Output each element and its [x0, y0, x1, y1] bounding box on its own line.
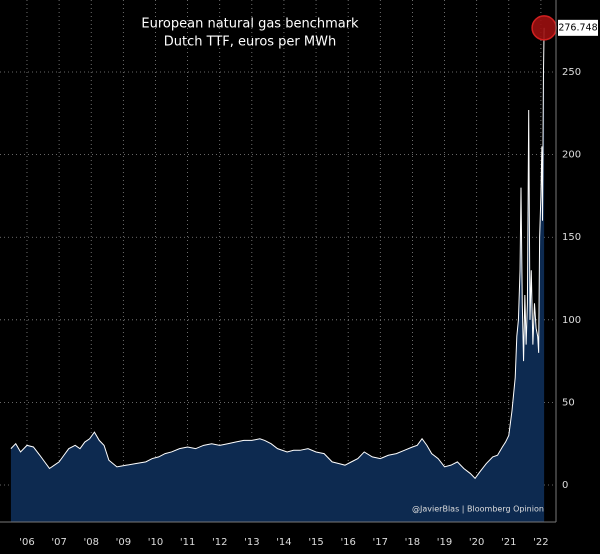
x-tick-label: '20: [469, 537, 484, 548]
last-value-box: [558, 19, 598, 36]
x-tick-label: '19: [437, 537, 452, 548]
x-tick-label: '11: [180, 537, 195, 548]
x-tick-label: '10: [148, 537, 163, 548]
y-tick-label: 200: [562, 150, 581, 161]
x-tick-label: '12: [212, 537, 227, 548]
y-tick-label: 100: [562, 315, 581, 326]
last-value-marker: [531, 15, 557, 41]
x-tick-label: '14: [276, 537, 291, 548]
x-tick-label: '17: [373, 537, 388, 548]
x-tick-label: '08: [83, 537, 98, 548]
x-tick-label: '18: [405, 537, 420, 548]
y-tick-label: 50: [562, 397, 575, 408]
line: [10, 27, 545, 480]
area: [10, 27, 545, 523]
y-tick-label: 0: [562, 480, 568, 491]
x-tick-label: '06: [19, 537, 34, 548]
x-tick-label: '13: [244, 537, 259, 548]
source-note: @JavierBlas | Bloomberg Opinion: [412, 505, 544, 514]
x-tick-label: '09: [116, 537, 131, 548]
x-tick-label: '22: [533, 537, 548, 548]
last-value-label: 276.748: [558, 22, 597, 33]
x-tick-label: '21: [501, 537, 516, 548]
plot-area: [0, 0, 557, 523]
y-tick-label: 250: [562, 67, 581, 78]
y-tick-label: 150: [562, 232, 581, 243]
x-tick-label: '16: [340, 537, 355, 548]
chart-title: European natural gas benchmark: [141, 17, 359, 32]
x-tick-label: '15: [308, 537, 323, 548]
x-tick-label: '07: [51, 537, 66, 548]
chart-subtitle: Dutch TTF, euros per MWh: [164, 35, 336, 50]
